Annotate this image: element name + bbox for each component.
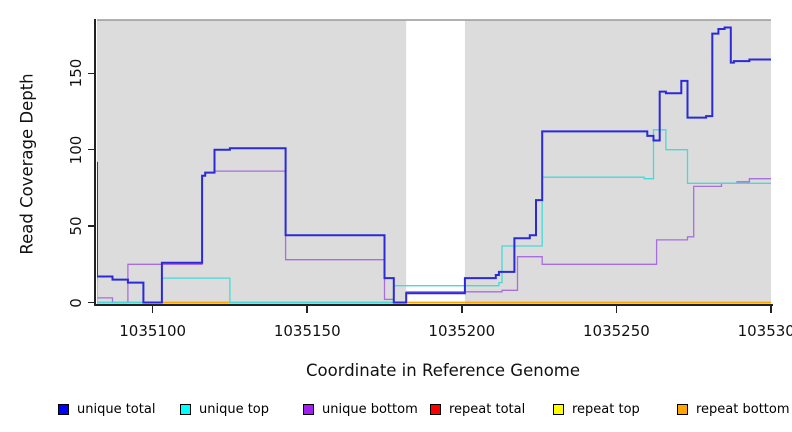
repeat-bottom-swatch <box>677 403 688 415</box>
x-tick-label: 1035150 <box>273 322 341 340</box>
unique-total-swatch <box>58 403 69 415</box>
repeat-top-swatch <box>553 403 564 415</box>
x-tick-mark <box>151 305 154 313</box>
legend-item-unique-bottom: unique bottom <box>303 401 418 417</box>
x-tick-label: 1035250 <box>583 322 650 340</box>
y-tick-mark <box>88 225 95 227</box>
legend-label: unique total <box>77 401 156 417</box>
legend-item-repeat-bottom: repeat bottom <box>677 401 790 417</box>
legend-label: repeat top <box>572 401 640 417</box>
x-tick-mark <box>306 305 308 313</box>
x-tick-mark <box>770 305 772 313</box>
legend-label: repeat bottom <box>696 401 790 417</box>
x-axis-line <box>94 304 773 306</box>
x-tick-label: 1035300 <box>737 322 792 340</box>
y-axis-line <box>94 19 96 305</box>
y-tick-mark <box>88 148 95 151</box>
legend-item-repeat-total: repeat total <box>430 401 526 417</box>
legend-item-repeat-top: repeat top <box>553 401 640 417</box>
x-tick-label: 1035200 <box>428 322 496 340</box>
legend-label: unique top <box>199 401 270 417</box>
x-tick-mark <box>615 305 618 313</box>
unique-bottom-swatch <box>303 403 314 415</box>
legend-item-unique-top: unique top <box>180 401 270 417</box>
repeat-total-swatch <box>430 403 441 415</box>
no-data-region <box>406 20 465 304</box>
plot-area <box>97 19 771 304</box>
x-tick-label: 1035100 <box>119 322 187 340</box>
y-tick-mark <box>88 72 95 75</box>
legend-label: unique bottom <box>322 401 418 417</box>
y-tick-mark <box>88 301 95 304</box>
legend-label: repeat total <box>449 401 526 417</box>
x-axis-title: Coordinate in Reference Genome <box>305 361 581 380</box>
legend-item-unique-total: unique total <box>58 401 156 417</box>
unique-top-line <box>97 129 771 304</box>
x-tick-mark <box>461 305 463 313</box>
unique-total-line <box>97 26 771 304</box>
unique-top-swatch <box>180 403 191 415</box>
plot-canvas <box>97 19 771 304</box>
